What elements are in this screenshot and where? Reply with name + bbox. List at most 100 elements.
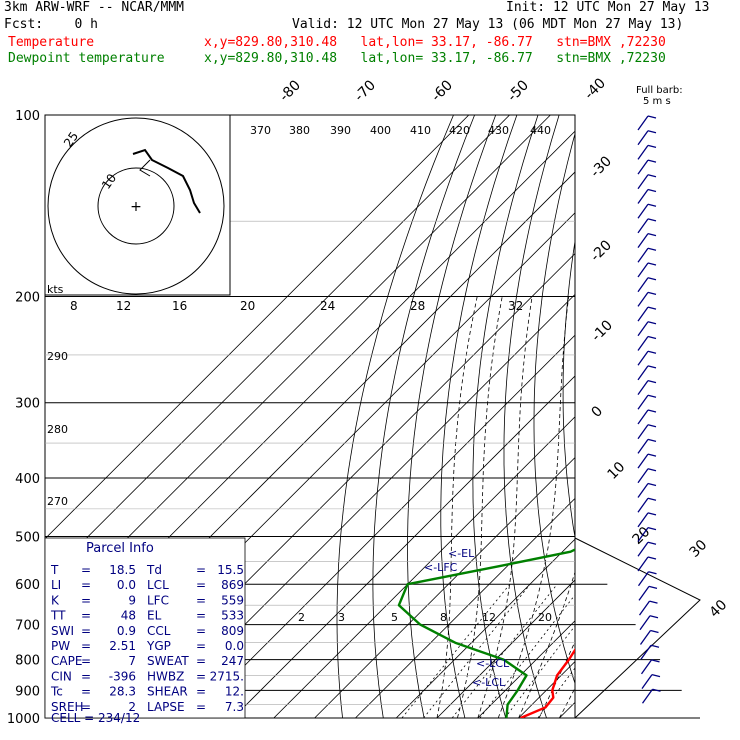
wind-barb-flag	[647, 379, 657, 384]
wind-barb-flag	[647, 497, 657, 501]
wind-barb-flag	[647, 115, 657, 119]
isotherm-line	[314, 457, 575, 718]
isotherm-label: 30	[687, 537, 711, 561]
dry-adiabat	[720, 115, 740, 718]
parcel-eq: =	[81, 609, 91, 623]
wind-barb	[640, 659, 653, 675]
parcel-eq: =	[81, 685, 91, 699]
moist-adiabat	[580, 297, 740, 719]
parcel-key: TT	[50, 609, 66, 623]
wind-barb-flag	[652, 688, 661, 692]
parcel-value: 0.9	[117, 624, 136, 638]
wind-barb	[639, 630, 652, 645]
wind-barb	[639, 615, 651, 631]
isotherm-label: -20	[588, 237, 615, 264]
wind-barb	[641, 688, 654, 704]
parcel-key: SHEAR	[147, 685, 188, 699]
mixing-ratio-line	[401, 583, 511, 718]
mixing-ratio-line	[479, 594, 575, 718]
parcel-value: 0.0	[225, 639, 244, 653]
wind-barb-flag	[649, 615, 659, 619]
pressure-label-1000: 1000	[7, 712, 40, 727]
wind-barb-flag	[649, 600, 658, 604]
hodograph-ring-outer	[47, 117, 225, 295]
wind-barb-flag	[647, 468, 657, 472]
mixing-ratio-label: 20	[538, 611, 552, 624]
wind-barb	[637, 424, 649, 440]
dry-adiabat	[645, 115, 740, 718]
wind-barb	[637, 262, 649, 278]
isotherm-line	[477, 620, 575, 718]
isotherm-line	[273, 416, 575, 718]
forecast-hour: Fcst: 0 h	[4, 17, 98, 32]
mixing-ratio-line	[451, 583, 558, 718]
wind-barb-flag	[647, 482, 657, 487]
wind-barb-flag	[647, 409, 657, 413]
isotherm-line	[355, 497, 575, 718]
wind-barb-flag	[648, 571, 657, 575]
dry-adiabat	[336, 115, 454, 718]
parcel-eq: =	[81, 700, 91, 714]
wind-barb-flag	[647, 321, 657, 325]
isotherm-line	[45, 115, 510, 581]
isotherm-line	[151, 293, 575, 718]
wind-barb-flag	[647, 424, 657, 428]
parcel-value: 7.3	[225, 700, 244, 714]
parcel-value: 2715.	[210, 669, 244, 683]
mixing-ratio-label: 5	[391, 611, 398, 624]
wind-barb-flag	[647, 365, 657, 369]
wind-barb	[637, 247, 649, 263]
wind-barb-flag	[647, 218, 657, 222]
parcel-value: 2	[128, 700, 136, 714]
wind-barbs	[637, 115, 661, 704]
parcel-eq: =	[196, 654, 206, 668]
wind-barb	[637, 439, 649, 454]
dry-adiabat	[671, 115, 740, 718]
moist-adiabat	[477, 296, 533, 718]
parcel-value: 247	[221, 654, 244, 668]
parcel-eq: =	[81, 563, 91, 577]
wind-barb	[637, 174, 649, 190]
parcel-value: 15.5	[217, 563, 244, 577]
parcel-cell: CELL = 234/12	[51, 711, 140, 725]
parcel-info-panel: Parcel Info T = 18.5 Td = 15.5 LI = 0.0 LCL = 869 K = 9…	[44, 537, 246, 725]
pressure-label-100: 100	[15, 109, 40, 124]
isotherm-label: 10	[605, 459, 629, 483]
theta-label: 420	[449, 124, 470, 137]
full-barb-label: Full barb:	[636, 85, 683, 96]
hodo-speed-label: 12	[116, 299, 131, 313]
dewpoint-legend: Dewpoint temperature	[8, 51, 165, 66]
parcel-key: LCL	[147, 578, 169, 592]
temperature-profile	[520, 647, 575, 718]
dry-adiabat	[407, 115, 497, 718]
hodograph-ring-inner	[97, 167, 175, 245]
parcel-key: CAPE	[51, 654, 82, 668]
theta-label: 410	[410, 124, 431, 137]
parcel-key: LAPSE	[147, 700, 185, 714]
wind-barb-flag	[648, 585, 658, 590]
isotherm-label: -80	[277, 77, 304, 104]
parcel-value: 2.51	[109, 639, 136, 653]
hodograph-origin: +	[130, 199, 142, 215]
wind-barb-flag	[651, 659, 660, 663]
isotherm-line	[436, 579, 575, 718]
wind-barb-flag	[647, 306, 657, 310]
isotherm-line	[45, 115, 470, 540]
parcel-eq: =	[81, 593, 91, 607]
wind-barb	[637, 233, 649, 248]
parcel-info-title: Parcel Info	[86, 541, 154, 556]
mixing-ratio-label: 12	[482, 611, 496, 624]
model-title: 3km ARW-WRF -- NCAR/MMM	[4, 0, 185, 15]
wind-barb-flag	[647, 512, 657, 516]
wind-barb	[637, 409, 649, 425]
parcel-value: 9	[128, 593, 136, 607]
theta-label: 380	[289, 124, 310, 137]
parcel-value: 7	[128, 654, 136, 668]
wind-barb	[638, 586, 650, 601]
wind-barb	[637, 145, 649, 160]
wind-barb-flag	[647, 144, 657, 149]
moist-adiabat	[457, 296, 503, 718]
valid-time: Valid: 12 UTC Mon 27 May 13 (06 MDT Mon …	[292, 17, 684, 32]
parcel-level-label: <-EL	[448, 547, 475, 560]
